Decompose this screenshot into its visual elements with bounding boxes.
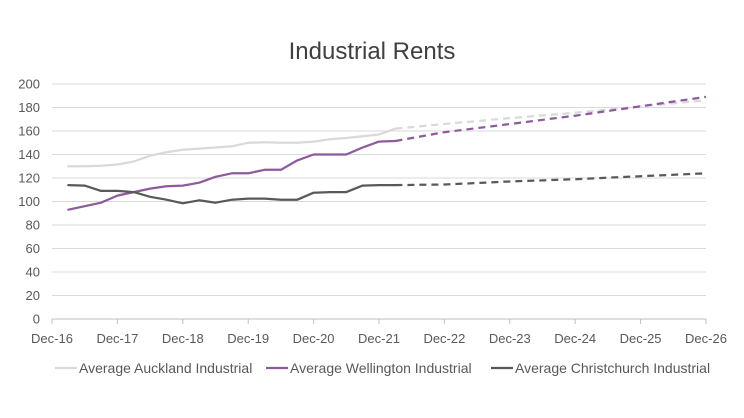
y-tick-label: 60 [26,241,40,256]
legend-label: Average Christchurch Industrial [515,360,710,376]
x-tick-label: Dec-16 [31,331,73,346]
x-tick-label: Dec-21 [358,331,400,346]
legend-label: Average Auckland Industrial [79,360,252,376]
y-tick-label: 0 [33,312,40,327]
y-axis: 0 20 40 60 80 100 120 140 160 180 200 [18,77,40,327]
y-tick-label: 120 [18,171,40,186]
x-tick-label: Dec-19 [227,331,269,346]
x-tick-label: Dec-25 [620,331,662,346]
series-lines [67,95,707,211]
legend: Average Auckland Industrial Average Welli… [55,360,710,376]
y-tick-label: 40 [26,265,40,280]
y-tick-label: 180 [18,100,40,115]
series-line-forecast-1 [395,95,707,143]
x-tick-label: Dec-24 [554,331,596,346]
gridlines [52,83,706,320]
legend-label: Average Wellington Industrial [290,360,472,376]
series-line-actual-2 [67,183,397,205]
x-tick-label: Dec-26 [685,331,727,346]
y-tick-label: 160 [18,124,40,139]
x-tick-label: Dec-18 [162,331,204,346]
x-tick-label: Dec-23 [489,331,531,346]
x-tick-label: Dec-22 [423,331,465,346]
series-line-forecast-2 [395,172,707,187]
y-tick-label: 80 [26,218,40,233]
y-tick-label: 200 [18,77,40,92]
y-tick-label: 140 [18,147,40,162]
y-tick-label: 100 [18,194,40,209]
chart-title: Industrial Rents [289,38,456,65]
x-tick-label: Dec-17 [96,331,138,346]
x-tick-label: Dec-20 [293,331,335,346]
series-line-actual-0 [67,127,397,168]
x-axis: Dec-16 Dec-17 Dec-18 Dec-19 Dec-20 Dec-21 Dec-… [31,319,727,346]
series-line-actual-1 [67,139,397,211]
y-tick-label: 20 [26,288,40,303]
